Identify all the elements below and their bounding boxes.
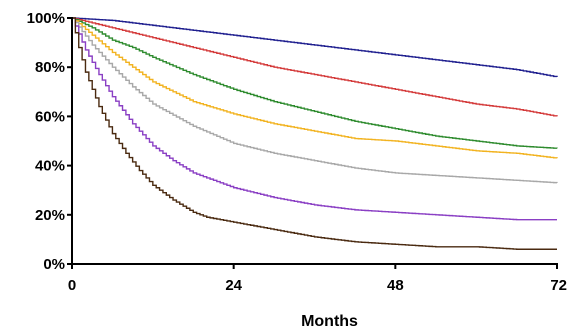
series-line-3 [72, 17, 558, 149]
x-tick-label: 0 [68, 277, 76, 294]
series-line-7 [72, 17, 557, 250]
series-line-6 [72, 17, 557, 221]
y-tick-label: 100% [27, 10, 65, 27]
y-tick-label: 0% [43, 256, 65, 273]
x-tick-label: 48 [387, 277, 404, 294]
ticks-layer: 0% 20% 40% 60% 80% 100% 0 24 48 72 [27, 10, 567, 294]
x-axis-title: Months [301, 313, 358, 330]
series-line-2 [72, 17, 558, 117]
series-line-4 [72, 17, 558, 159]
y-tick-label: 60% [35, 108, 65, 125]
axes-layer [71, 17, 558, 265]
series-line-1 [72, 17, 558, 78]
x-tick-label: 72 [550, 277, 567, 294]
x-tick-label: 24 [225, 277, 242, 294]
y-tick-label: 80% [35, 59, 65, 76]
y-tick-label: 20% [35, 207, 65, 224]
y-tick-label: 40% [35, 158, 65, 175]
series-line-5 [72, 17, 558, 184]
series-layer [72, 17, 558, 250]
